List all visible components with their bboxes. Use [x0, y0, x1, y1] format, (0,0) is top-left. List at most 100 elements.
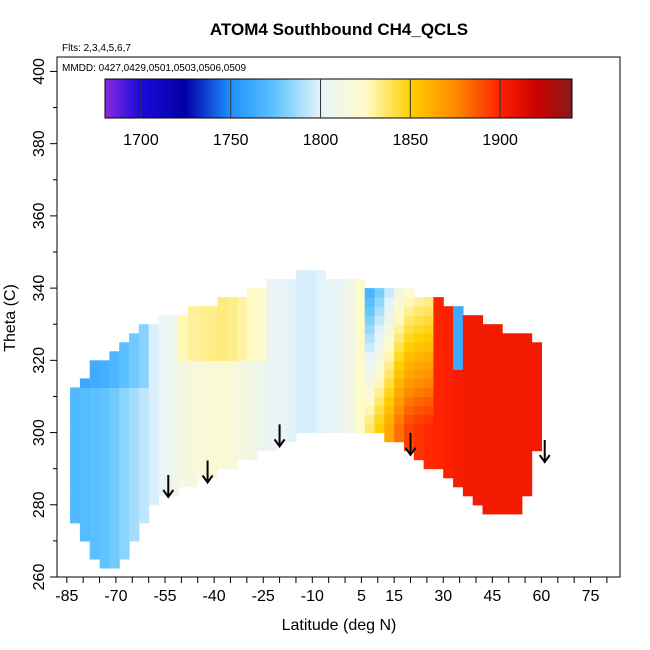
heatmap-cell [119, 504, 130, 515]
heatmap-cell [246, 369, 258, 379]
heatmap-cell [492, 333, 503, 343]
heatmap-cell [89, 396, 101, 406]
heatmap-cell [207, 369, 218, 379]
heatmap-cell [502, 423, 513, 434]
heatmap-cell [472, 351, 484, 361]
heatmap-cell [70, 405, 81, 416]
flight-arrow [404, 432, 417, 457]
heatmap-cell [237, 369, 248, 379]
heatmap-cell [99, 405, 110, 416]
heatmap-cell [394, 333, 405, 343]
heatmap-cell [197, 360, 209, 370]
heatmap-cell [512, 423, 523, 434]
heatmap-cell [345, 369, 356, 379]
heatmap-cell [413, 423, 425, 434]
heatmap-cell [305, 387, 317, 397]
heatmap-cell [354, 315, 366, 325]
heatmap-cell [99, 504, 110, 515]
heatmap-cell [286, 432, 297, 443]
heatmap-cell [335, 306, 346, 316]
heatmap-cell [207, 333, 218, 343]
heatmap-cell [129, 441, 140, 452]
heatmap-cell [266, 441, 277, 452]
heatmap-cell [482, 324, 493, 334]
colorbar [104, 78, 573, 119]
heatmap-cell [305, 324, 317, 334]
heatmap-cell [384, 387, 395, 397]
heatmap-cell [305, 423, 317, 434]
heatmap-cell [462, 450, 474, 461]
heatmap-cell [237, 432, 248, 443]
heatmap-cell [109, 441, 120, 452]
heatmap-cell [453, 441, 464, 452]
heatmap-cell [492, 405, 503, 416]
heatmap-cell [394, 297, 405, 307]
heatmap-cell [256, 306, 268, 316]
heatmap-cell [178, 351, 189, 361]
heatmap-cell [315, 279, 326, 289]
heatmap-cell [482, 351, 493, 361]
heatmap-cell [295, 324, 307, 334]
heatmap-cell [266, 333, 277, 343]
heatmap-cell [453, 468, 464, 479]
heatmap-cell [276, 423, 287, 434]
heatmap-cell [89, 387, 101, 397]
heatmap-cell [423, 342, 434, 352]
heatmap-cell [109, 486, 120, 497]
heatmap-cell [374, 351, 385, 361]
heatmap-cell [227, 324, 238, 334]
heatmap-cell [305, 414, 317, 425]
heatmap-cell [453, 369, 464, 379]
heatmap-cell [394, 432, 405, 443]
heatmap-cell [217, 387, 228, 397]
heatmap-cell [521, 342, 533, 352]
heatmap-cell [512, 378, 523, 388]
heatmap-cell [158, 387, 169, 397]
heatmap-cell [305, 333, 317, 343]
heatmap-cell [246, 378, 258, 388]
heatmap-cell [433, 405, 444, 416]
heatmap-cell [197, 459, 209, 470]
heatmap-cell [99, 522, 110, 533]
heatmap-cell [256, 324, 268, 334]
heatmap-cell [99, 441, 110, 452]
heatmap-cell [295, 297, 307, 307]
heatmap-cell [394, 324, 405, 334]
heatmap-cell [335, 279, 346, 289]
heatmap-cell [521, 459, 533, 470]
heatmap-cell [99, 540, 110, 551]
heatmap-cell [187, 477, 199, 488]
heatmap-cell [354, 342, 366, 352]
heatmap-cell [148, 441, 160, 452]
heatmap-cell [286, 306, 297, 316]
heatmap-cell [217, 333, 228, 343]
heatmap-cell [89, 504, 101, 515]
heatmap-cell [433, 342, 444, 352]
heatmap-cell [295, 342, 307, 352]
heatmap-cell [492, 342, 503, 352]
heatmap-cell [345, 315, 356, 325]
heatmap-cell [423, 333, 434, 343]
heatmap-cell [295, 351, 307, 361]
heatmap-cell [168, 378, 179, 388]
x-axis-label: Latitude (deg N) [282, 617, 397, 634]
heatmap-cell [158, 441, 169, 452]
heatmap-cell [413, 387, 425, 397]
heatmap-cell [423, 315, 434, 325]
heatmap-cell [423, 387, 434, 397]
heatmap-cell [89, 468, 101, 479]
heatmap-cell [138, 468, 150, 479]
heatmap-cell [70, 423, 81, 434]
heatmap-cell [482, 342, 493, 352]
heatmap-cell [502, 441, 513, 452]
heatmap-cell [413, 441, 425, 452]
heatmap-cell [129, 378, 140, 388]
heatmap-cell [364, 297, 376, 307]
heatmap-cell [531, 378, 542, 388]
heatmap-cell [433, 396, 444, 406]
heatmap-cell [502, 360, 513, 370]
heatmap-cell [99, 432, 110, 443]
heatmap-cell [207, 414, 218, 425]
heatmap-cell [207, 396, 218, 406]
